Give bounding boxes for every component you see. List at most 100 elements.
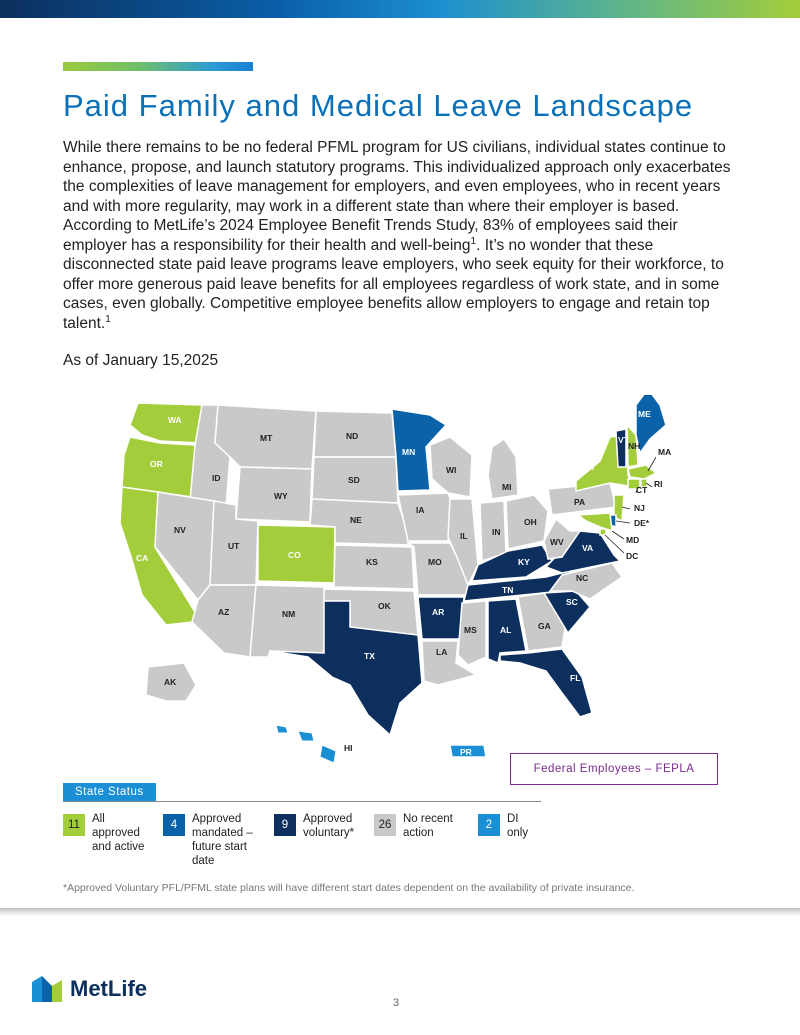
label-KS: KS (366, 557, 378, 567)
state-HI (275, 724, 337, 764)
label-NM: NM (282, 609, 295, 619)
as-of-date: As of January 15,2025 (63, 352, 219, 369)
label-WA: WA (168, 415, 182, 425)
label-CA: CA (136, 553, 148, 563)
state-NM (249, 584, 326, 658)
label-NH: NH (628, 441, 640, 451)
state-OH (505, 494, 549, 550)
intro-text-part1: While there remains to be no federal PFM… (63, 139, 731, 254)
label-FL: FL (570, 673, 580, 683)
state-AK (145, 662, 197, 702)
top-gradient-band (0, 0, 800, 18)
federal-employees-fepla-box: Federal Employees – FEPLA (510, 753, 718, 785)
state-MI (487, 437, 519, 500)
state-IA (397, 492, 457, 542)
footnote-ref-2: 1 (105, 313, 111, 325)
state-MS (457, 600, 487, 666)
page-title: Paid Family and Medical Leave Landscape (63, 88, 694, 123)
title-accent-bar (63, 62, 253, 71)
state-NE (309, 498, 414, 546)
label-WY: WY (274, 491, 288, 501)
state-RI (640, 478, 648, 488)
us-state-map: WA OR CA ID NV MT WY UT AZ CO NM ND SD N… (100, 395, 720, 775)
label-AR: AR (432, 607, 444, 617)
label-DE: DE* (634, 518, 650, 528)
state-AL (487, 598, 527, 665)
state-FL (499, 648, 593, 718)
footnote: *Approved Voluntary PFL/PFML state plans… (63, 882, 635, 894)
state-MA (627, 464, 658, 480)
legend-swatch: 11 (63, 814, 85, 836)
state-LA (421, 640, 478, 686)
state-PR (449, 744, 487, 758)
label-IA: IA (416, 505, 425, 515)
label-MS: MS (464, 625, 477, 635)
label-OR: OR (150, 459, 163, 469)
page-number: 3 (393, 997, 400, 1009)
state-NH (626, 422, 639, 468)
state-status-divider (63, 801, 541, 802)
label-PA: PA (574, 497, 585, 507)
state-VT (615, 428, 627, 468)
label-CO: CO (288, 550, 301, 560)
label-MN: MN (402, 447, 415, 457)
label-AL: AL (500, 625, 511, 635)
label-HI: HI (344, 743, 353, 753)
callout-lines (604, 456, 657, 554)
label-ND: ND (346, 431, 358, 441)
label-NC: NC (576, 573, 588, 583)
label-RI: RI (654, 479, 663, 489)
state-status-header: State Status (63, 783, 156, 801)
label-OK: OK (378, 601, 392, 611)
legend-label: DI only (507, 813, 529, 839)
label-SC: SC (566, 597, 578, 607)
label-MT: MT (260, 433, 273, 443)
state-AZ (191, 584, 257, 658)
label-NE: NE (350, 515, 362, 525)
label-OH: OH (524, 517, 537, 527)
label-KY: KY (518, 557, 530, 567)
label-ID: ID (212, 473, 221, 483)
label-UT: UT (228, 541, 240, 551)
metlife-logo-icon (32, 976, 62, 1002)
legend-swatch: 26 (374, 814, 396, 836)
legend-label: No recent action (403, 813, 453, 839)
intro-text-part2: . It’s no wonder that these disconnected… (63, 236, 724, 332)
state-WV (543, 517, 582, 560)
label-TN: TN (502, 585, 513, 595)
label-CT: CT (636, 485, 648, 495)
label-MI: MI (502, 482, 511, 492)
state-WA (129, 402, 203, 444)
label-ME: ME (638, 409, 651, 419)
legend-swatch: 2 (478, 814, 500, 836)
label-NY: NY (584, 462, 596, 472)
label-SD: SD (348, 475, 360, 485)
label-AZ: AZ (218, 607, 229, 617)
state-labels: WA OR CA ID NV MT WY UT AZ CO NM ND SD N… (136, 409, 671, 757)
label-NV: NV (174, 525, 186, 535)
metlife-logo-text: MetLife (70, 976, 147, 1001)
label-NJ: NJ (634, 503, 645, 513)
intro-paragraph: While there remains to be no federal PFM… (63, 138, 743, 333)
label-LA: LA (436, 647, 447, 657)
state-WI (429, 436, 473, 498)
label-VA: VA (582, 543, 593, 553)
label-WI: WI (446, 465, 456, 475)
legend-label: Approved mandated – future start date (192, 813, 253, 867)
label-MA: MA (658, 447, 671, 457)
us-map-svg: WA OR CA ID NV MT WY UT AZ CO NM ND SD N… (119, 395, 671, 764)
label-GA: GA (538, 621, 551, 631)
page-divider-shadow (0, 908, 800, 916)
metlife-logo: MetLife (32, 976, 147, 1002)
state-CT (627, 478, 641, 490)
legend-swatch: 4 (163, 814, 185, 836)
label-PR: PR (460, 747, 472, 757)
legend-label: Approved voluntary* (303, 813, 355, 839)
state-TX (269, 600, 423, 737)
state-MD (575, 512, 613, 533)
label-TX: TX (364, 651, 375, 661)
label-AK: AK (164, 677, 177, 687)
label-VT: VT (618, 435, 630, 445)
legend-swatch: 9 (274, 814, 296, 836)
label-IL: IL (460, 531, 468, 541)
